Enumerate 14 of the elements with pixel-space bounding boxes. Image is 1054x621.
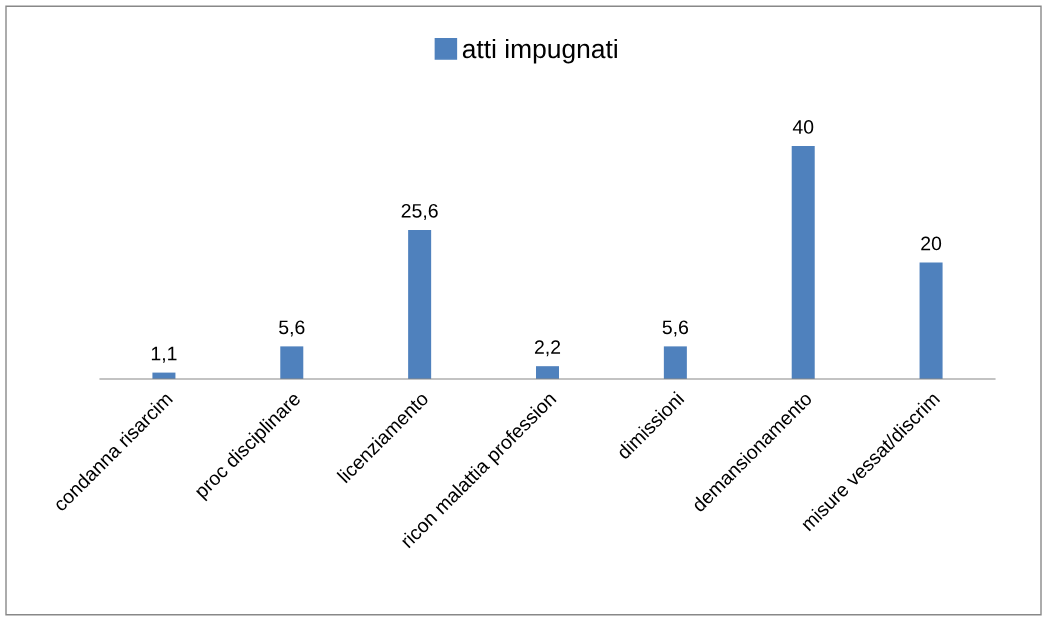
legend-label: atti impugnati (462, 38, 617, 64)
data-label: 40 (792, 120, 814, 134)
bar (408, 229, 432, 379)
data-label: 5,6 (279, 320, 305, 337)
data-label: 20 (921, 236, 942, 251)
bar (280, 346, 304, 379)
bar (535, 366, 560, 379)
bar (663, 346, 687, 379)
bar (791, 146, 815, 379)
data-label: 5,6 (662, 320, 689, 337)
data-label: 2,2 (534, 340, 561, 357)
data-label: 25,6 (401, 203, 438, 220)
data-label: 1,1 (151, 346, 177, 363)
bar (919, 262, 943, 379)
